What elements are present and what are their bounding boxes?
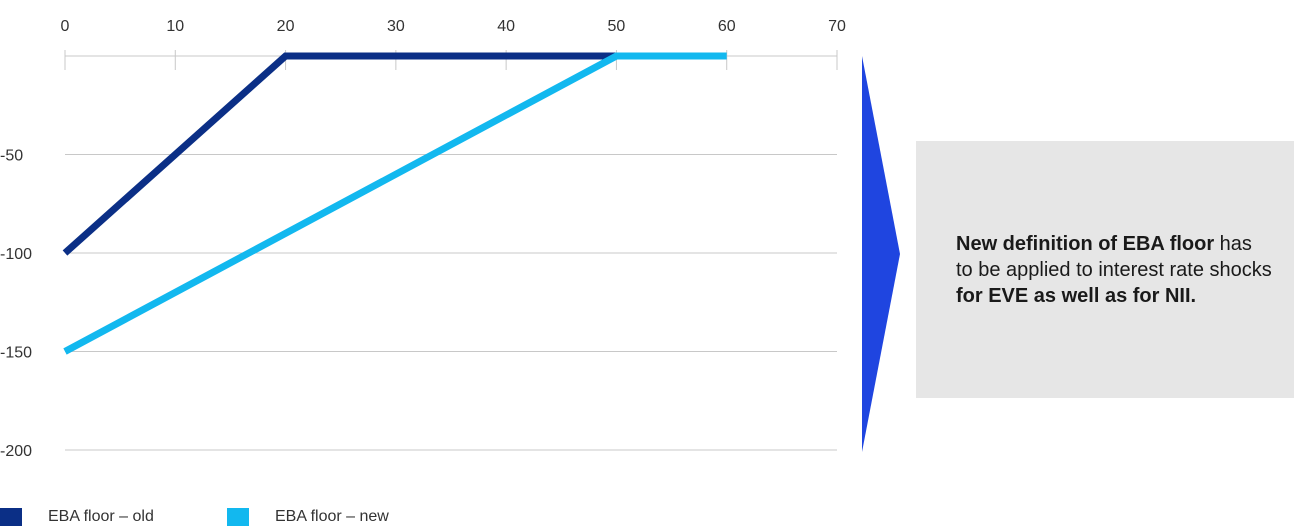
- series-line-old: [62, 52, 617, 256]
- legend-label-old: EBA floor – old: [48, 508, 154, 525]
- series-line-new: [63, 52, 727, 355]
- legend-item-new: EBA floor – new: [227, 508, 389, 526]
- callout-bold-1: New definition of EBA floor: [956, 232, 1215, 255]
- x-tick-label: 10: [166, 18, 184, 35]
- callout-box: New definition of EBA floor has to be ap…: [916, 141, 1294, 398]
- legend-swatch-new: [227, 508, 249, 526]
- x-tick-label: 20: [277, 18, 295, 35]
- y-tick-label: -100: [0, 246, 32, 263]
- y-tick-label: -150: [0, 345, 32, 362]
- chart-ticks: 0 10 20 30 40 50 60 70 -50 -100 -150 -200: [0, 18, 846, 460]
- chart-grid: [64, 50, 838, 451]
- legend-item-old: EBA floor – old: [0, 508, 154, 526]
- legend-swatch-old: [0, 508, 22, 526]
- chart-series: [62, 52, 727, 355]
- right-arrow-icon: [862, 56, 900, 452]
- x-tick-label: 30: [387, 18, 405, 35]
- x-tick-label: 0: [61, 18, 70, 35]
- line-chart: 0 10 20 30 40 50 60 70 -50 -100 -150 -200: [0, 18, 846, 460]
- callout-normal-1: has to be applied to interest rate shock…: [956, 232, 1272, 281]
- y-tick-label: -200: [0, 443, 32, 460]
- x-tick-label: 40: [497, 18, 515, 35]
- x-tick-label: 50: [608, 18, 626, 35]
- callout-bold-2: for EVE as well as for NII.: [956, 284, 1197, 307]
- y-tick-label: -50: [0, 148, 23, 165]
- x-tick-label: 60: [718, 18, 736, 35]
- legend-label-new: EBA floor – new: [275, 508, 389, 525]
- x-tick-label: 70: [828, 18, 846, 35]
- callout-text: New definition of EBA floor has to be ap…: [956, 231, 1274, 309]
